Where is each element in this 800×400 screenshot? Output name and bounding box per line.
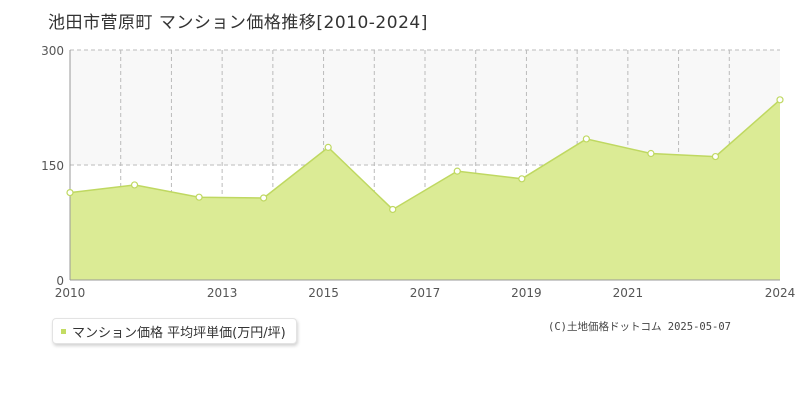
data-point: [66, 189, 74, 197]
data-point: [453, 167, 461, 175]
data-point: [260, 194, 268, 202]
y-tick-labels: 0 150 300: [41, 44, 64, 288]
data-points: [66, 96, 784, 214]
data-point: [582, 135, 590, 143]
data-point: [711, 152, 720, 161]
y-tick-label: 0: [56, 274, 64, 288]
y-tick-label: 150: [41, 159, 64, 173]
x-tick-label: 2024: [765, 286, 796, 300]
data-point: [389, 205, 397, 214]
legend-label: マンション価格 平均坪単価(万円/坪): [72, 325, 286, 341]
x-tick-label: 2017: [410, 286, 441, 300]
data-point: [195, 193, 203, 201]
area-fill: [70, 99, 780, 280]
x-tick-label: 2010: [55, 286, 86, 300]
x-tick-label: 2021: [613, 286, 644, 300]
area-series: [69, 99, 781, 280]
x-tick-labels: 2010 2013 2015 2017 2019 2021 2024: [55, 286, 796, 300]
data-point: [130, 181, 139, 189]
x-tick-label: 2015: [308, 286, 339, 300]
series-line: [69, 99, 781, 211]
data-point: [776, 96, 784, 104]
legend: マンション価格 平均坪単価(万円/坪): [52, 318, 297, 344]
chart-title: 池田市菅原町 マンション価格推移[2010-2024]: [48, 13, 428, 33]
data-point: [324, 143, 332, 151]
legend-swatch: [61, 328, 66, 334]
x-tick-label: 2013: [207, 286, 238, 300]
data-point: [518, 175, 526, 183]
axes: [69, 50, 780, 281]
x-tick-label: 2019: [511, 286, 542, 300]
y-tick-label: 300: [41, 44, 64, 58]
copyright-credit: (C)土地価格ドットコム 2025-05-07: [548, 321, 732, 333]
data-point: [647, 149, 655, 158]
